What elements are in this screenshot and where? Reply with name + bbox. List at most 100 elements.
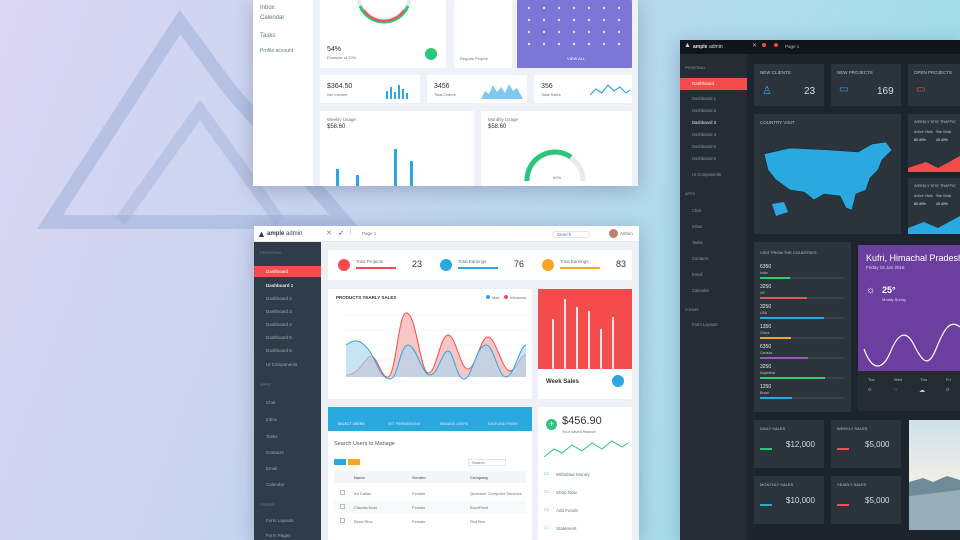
calendar-day[interactable] xyxy=(572,18,576,22)
sidebar-item-form-layouts[interactable]: Form Layouts xyxy=(266,518,294,523)
sidebar-item[interactable]: Inbox xyxy=(260,5,275,11)
sidebar-subitem[interactable]: Dashboard 1 xyxy=(266,283,294,288)
calendar-day[interactable] xyxy=(527,42,531,46)
sidebar-item-dashboard[interactable]: Dashboard xyxy=(680,78,747,90)
calendar-day[interactable] xyxy=(617,18,621,22)
tab-set-permissions[interactable]: SET PERMISSIONS xyxy=(388,422,421,426)
avatar[interactable] xyxy=(609,229,618,238)
row-checkbox[interactable] xyxy=(340,504,345,509)
sidebar-item-contacts[interactable]: Contacts xyxy=(266,450,284,455)
row-checkbox[interactable] xyxy=(340,518,345,523)
calendar-day[interactable] xyxy=(572,6,576,10)
sidebar-subitem[interactable]: Dashboard 2 xyxy=(266,296,292,301)
sidebar-item-form-layouts[interactable]: Form Layouts xyxy=(692,322,718,327)
calendar-day[interactable] xyxy=(557,42,561,46)
sidebar-subitem[interactable]: Dashboard 5 xyxy=(266,335,292,340)
sidebar-item-email[interactable]: Email xyxy=(692,272,703,277)
sidebar-subitem[interactable]: Dashboard 6 xyxy=(692,156,716,161)
calendar-day[interactable] xyxy=(602,6,606,10)
menu-toggle-icon[interactable]: ✕ xyxy=(752,43,758,49)
calendar-day[interactable] xyxy=(542,6,546,10)
sidebar-item-tasks[interactable]: Tasks xyxy=(692,240,703,245)
calendar-day[interactable] xyxy=(542,18,546,22)
sidebar-item[interactable]: Tasks xyxy=(260,33,276,39)
sidebar-subitem[interactable]: Dashboard 2 xyxy=(692,108,716,113)
calendar-day[interactable] xyxy=(527,18,531,22)
sidebar-item-dashboard[interactable]: Dashboard xyxy=(254,266,321,277)
calendar-day[interactable] xyxy=(587,18,591,22)
sidebar-item-ui-components[interactable]: UI Components xyxy=(266,362,298,367)
dashboard-preview-main: ▲ ample admin ✕ ➶ | Page 1 Search Admin … xyxy=(254,226,639,540)
sidebar-item-form-pages[interactable]: Form Pages xyxy=(266,533,291,538)
traffic-value: 40.40% xyxy=(936,138,948,142)
wallet-action[interactable]: Statement xyxy=(556,526,577,531)
calendar-day[interactable] xyxy=(572,42,576,46)
calendar-day[interactable] xyxy=(542,30,546,34)
user-name[interactable]: Admin xyxy=(620,231,633,236)
filter-button[interactable] xyxy=(348,459,360,465)
legend-label: Windows xyxy=(510,295,527,300)
calendar-day[interactable] xyxy=(542,42,546,46)
calendar-day[interactable] xyxy=(587,42,591,46)
sidebar-subitem[interactable]: Dashboard 5 xyxy=(692,144,716,149)
page-selector[interactable]: Page 1 xyxy=(362,231,377,236)
calendar-day[interactable] xyxy=(602,18,606,22)
sidebar-item-tasks[interactable]: Tasks xyxy=(266,434,278,439)
calendar-day[interactable] xyxy=(557,18,561,22)
sidebar-item[interactable]: Profile account xyxy=(260,48,294,54)
wallet-action[interactable]: Withdraw Money xyxy=(556,472,590,477)
sidebar-subitem[interactable]: Dashboard 3 xyxy=(692,120,716,125)
table-row[interactable]: Ad Dallas Female Quantum Computer Servic… xyxy=(334,487,526,499)
tab-save-finish[interactable]: SAVE AND FINISH xyxy=(488,422,518,426)
calendar-day[interactable] xyxy=(527,6,531,10)
wallet-action[interactable]: Shop Now xyxy=(556,490,577,495)
sidebar-item-calendar[interactable]: Calendar xyxy=(266,482,285,487)
sidebar-item-inbox[interactable]: Inbox xyxy=(266,417,278,422)
sidebar-item-ui-components[interactable]: UI Components xyxy=(692,172,722,177)
dashboard-preview-top: Inbox Calendar Tasks Profile account 54%… xyxy=(253,0,638,186)
calendar-day[interactable] xyxy=(617,30,621,34)
rocket-icon[interactable]: ➶ xyxy=(338,230,344,237)
sidebar-subitem[interactable]: Dashboard 6 xyxy=(266,348,292,353)
row-checkbox[interactable] xyxy=(340,490,345,495)
tab-manage-users[interactable]: MANAGE USERS xyxy=(440,422,469,426)
table-search-input[interactable]: Search xyxy=(468,459,506,466)
calendar-day[interactable] xyxy=(572,30,576,34)
sidebar-item-calendar[interactable]: Calendar xyxy=(692,288,709,293)
calendar-view-all-button[interactable]: VIEW ALL xyxy=(567,56,586,61)
traffic-title: WEEKLY SITE TRAFFIC xyxy=(914,184,956,188)
calendar-day[interactable] xyxy=(527,30,531,34)
calendar-day[interactable] xyxy=(602,30,606,34)
tab-select-users[interactable]: SELECT USERS xyxy=(338,422,365,426)
calendar-day[interactable] xyxy=(587,6,591,10)
calendar-day[interactable] xyxy=(617,42,621,46)
table-row[interactable]: Bond Rios Female Riot Bus xyxy=(334,515,526,527)
calendar-day[interactable] xyxy=(602,42,606,46)
page-selector[interactable]: Page 1 xyxy=(785,44,800,49)
visit-value: 1250 xyxy=(760,384,772,390)
cart-icon[interactable] xyxy=(612,375,624,387)
calendar-day[interactable] xyxy=(617,6,621,10)
sidebar-item[interactable]: Calendar xyxy=(260,15,285,21)
sidebar-item-inbox[interactable]: Inbox xyxy=(692,224,703,229)
sidebar-subitem[interactable]: Dashboard 1 xyxy=(692,96,716,101)
sidebar-subitem[interactable]: Dashboard 4 xyxy=(266,322,292,327)
week-sales-chart xyxy=(538,289,632,369)
table-row[interactable]: Claudia Noel Female BuzzFeed xyxy=(334,501,526,513)
sidebar-item-chat[interactable]: Chat xyxy=(266,400,276,405)
sidebar-subitem[interactable]: Dashboard 3 xyxy=(266,309,292,314)
calendar-day[interactable] xyxy=(557,30,561,34)
sidebar-subitem[interactable]: Dashboard 4 xyxy=(692,132,716,137)
filter-button[interactable] xyxy=(334,459,346,465)
calendar-day[interactable] xyxy=(557,6,561,10)
sidebar-item-contacts[interactable]: Contacts xyxy=(692,256,709,261)
search-input[interactable]: Search xyxy=(552,231,591,238)
weekly-sales-card: WEEKLY SALES $5,000 xyxy=(831,420,901,468)
menu-toggle-icon[interactable]: ✕ xyxy=(326,230,332,237)
wallet-action[interactable]: Add Funds xyxy=(556,508,578,513)
brand-name: ample xyxy=(267,231,285,237)
add-icon[interactable]: + xyxy=(546,419,557,430)
sidebar-item-email[interactable]: Email xyxy=(266,466,278,471)
calendar-day[interactable] xyxy=(587,30,591,34)
sidebar-item-chat[interactable]: Chat xyxy=(692,208,701,213)
